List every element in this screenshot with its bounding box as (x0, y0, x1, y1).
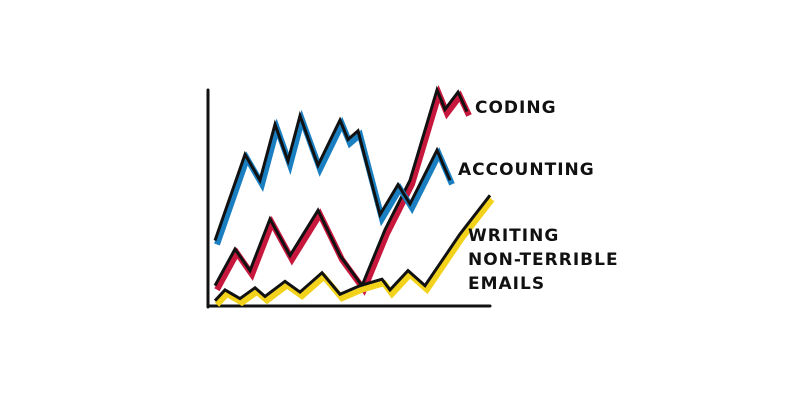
series-label: ACCOUNTING (458, 160, 595, 180)
series-line (213, 110, 452, 241)
series-label: WRITING NON-TERRIBLE EMAILS (468, 226, 619, 294)
series-line (213, 85, 469, 289)
series-label: CODING (475, 98, 557, 118)
series-line (213, 194, 492, 302)
series-line-color (214, 109, 455, 246)
